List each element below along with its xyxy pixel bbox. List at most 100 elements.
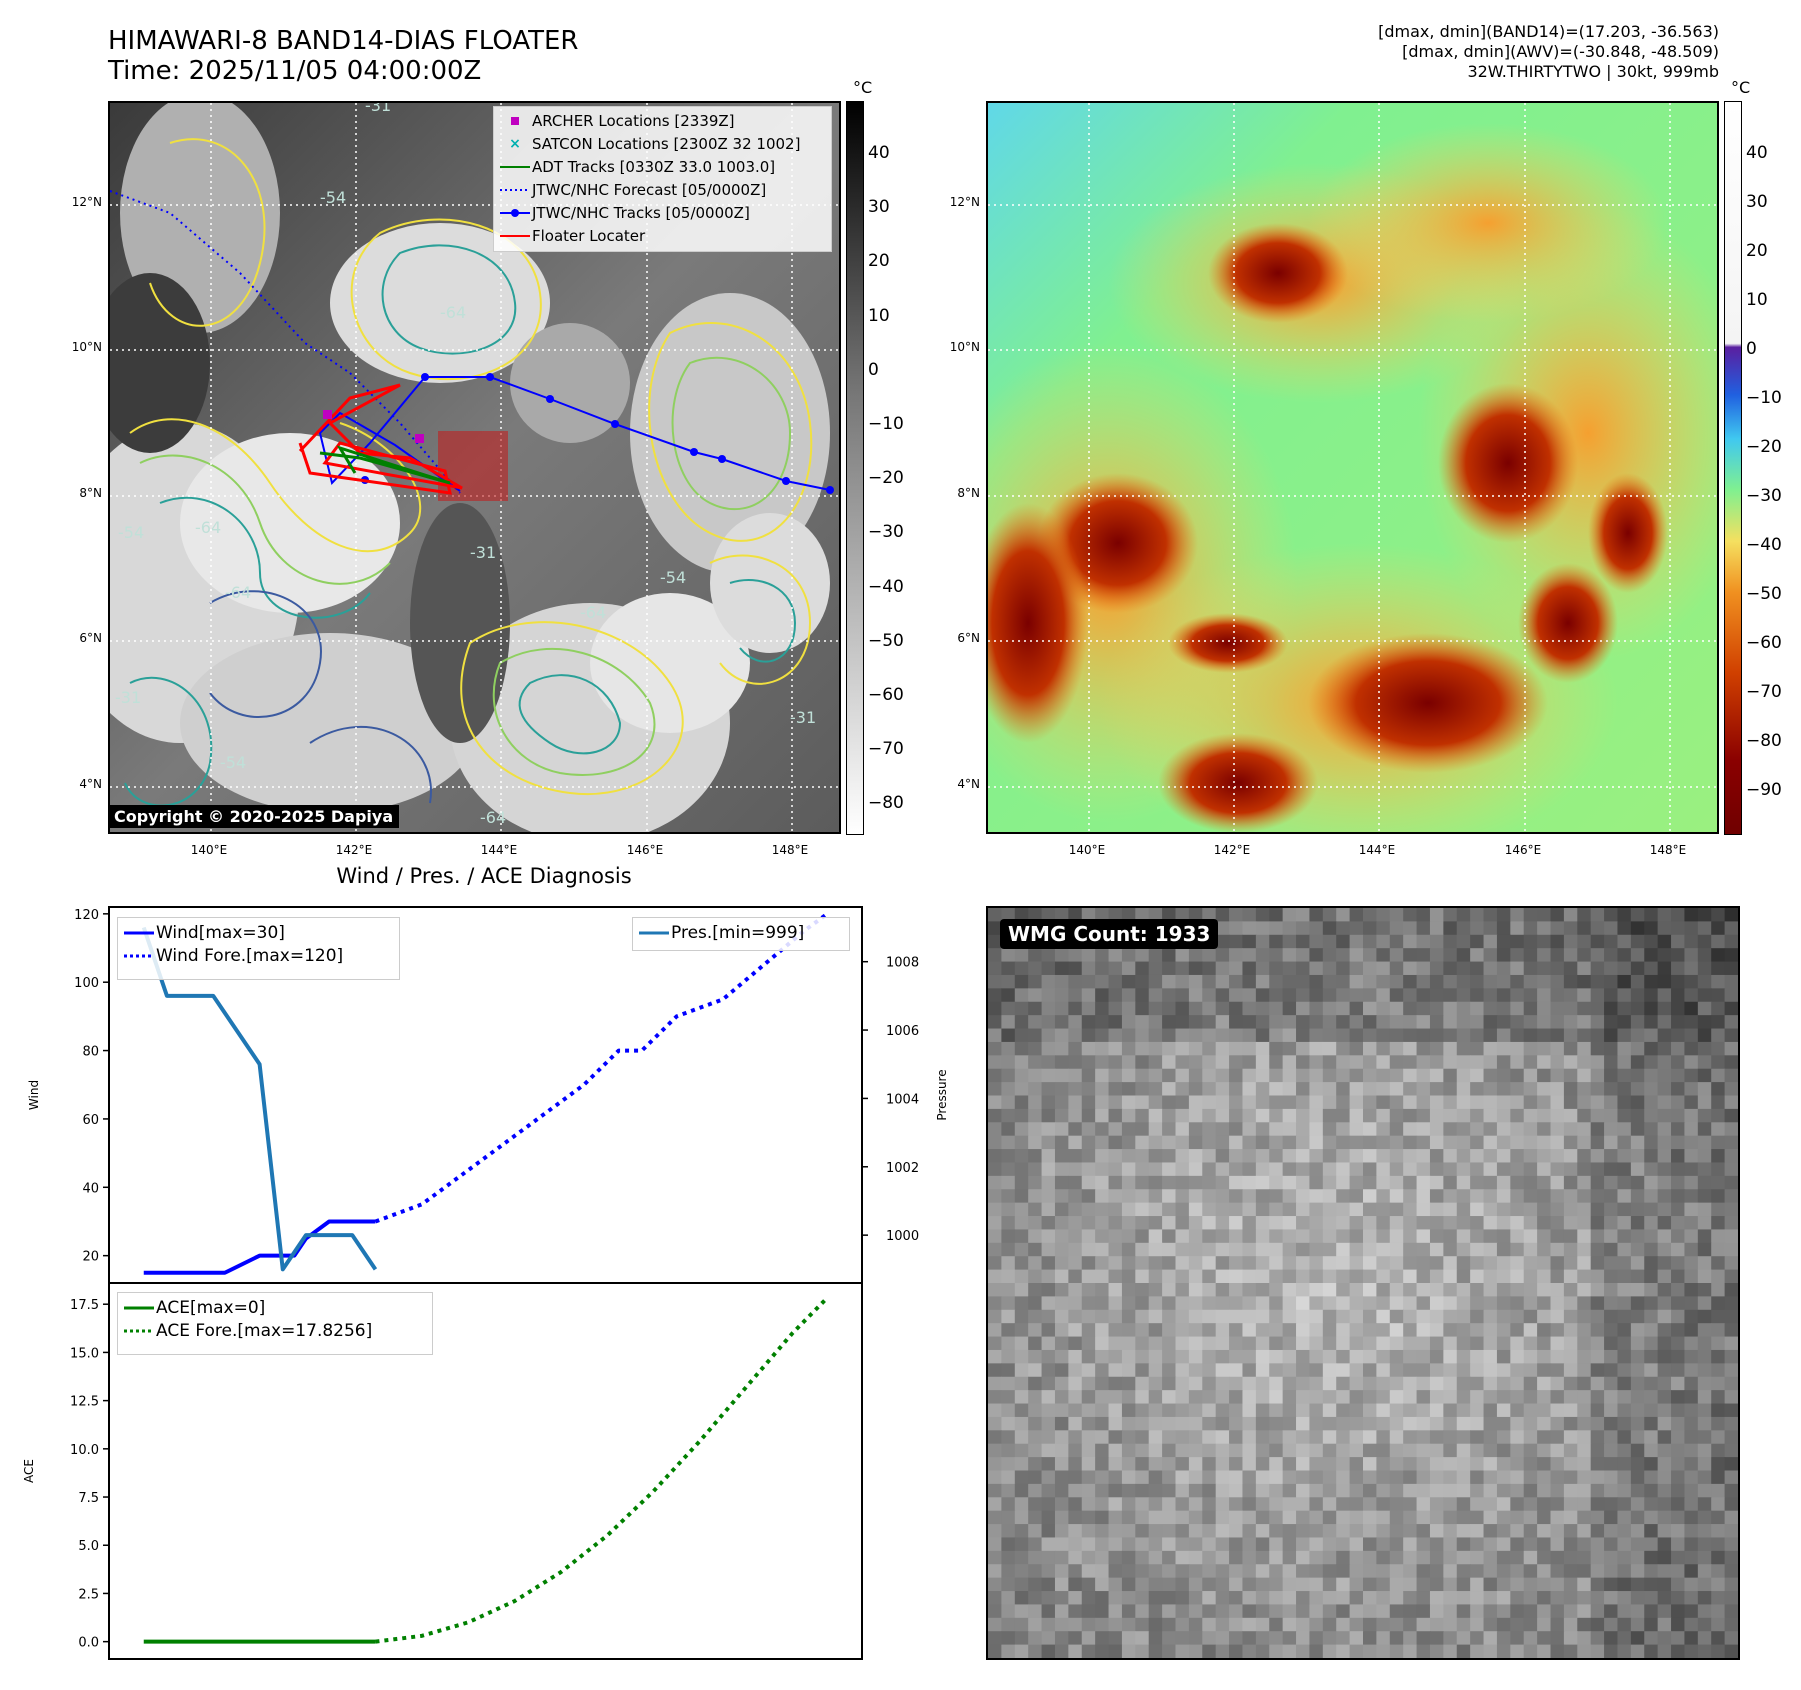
awv-map-svg (988, 103, 1717, 832)
contour-labels: -31 -54 -64 -54 -64 -31 -64 -54 -64 -31 … (115, 103, 816, 827)
line-swatch-icon (124, 931, 154, 934)
line-dot-icon (500, 208, 530, 217)
x-mark-icon: × (509, 135, 521, 152)
line-swatch-icon (500, 234, 530, 237)
colorbar-tick-label: −10 (1746, 388, 1782, 408)
colorbar-tick-label: −60 (868, 685, 904, 705)
wind-legend: Wind[max=30] Wind Fore.[max=120] (117, 917, 400, 980)
legend-label: ARCHER Locations [2339Z] (532, 111, 735, 130)
stats-storm: 32W.THIRTYTWO | 30kt, 999mb (1467, 62, 1719, 81)
y2-tick-label: 1000 (886, 1229, 919, 1244)
lon-tick-label: 144°E (1358, 843, 1396, 857)
legend-label: JTWC/NHC Tracks [05/0000Z] (532, 203, 750, 222)
graticule (988, 103, 1717, 832)
y-tick-label: 20 (82, 1250, 99, 1265)
contour-label: -31 (115, 688, 141, 707)
left-colorbar-unit: °C (853, 78, 873, 97)
colorbar-tick-label: −80 (868, 793, 904, 814)
colorbar-tick-label: −40 (1746, 535, 1782, 555)
lon-tick-label: 146°E (1504, 843, 1542, 857)
colorbar-tick-label: −30 (1746, 486, 1782, 506)
lat-tick-label: 6°N (957, 631, 980, 645)
wmg-cells (988, 908, 1738, 1658)
colorbar-tick-label: −70 (868, 739, 904, 760)
colorbar-tick-label: −20 (868, 468, 904, 489)
y-tick-label: 2.5 (78, 1587, 99, 1602)
pres-legend: Pres.[min=999] (632, 917, 850, 951)
lat-tick-label: 6°N (79, 631, 102, 645)
lon-tick-label: 148°E (771, 843, 809, 857)
legend-label: Wind[max=30] (156, 922, 285, 943)
contour-label: -31 (470, 543, 496, 562)
lat-tick-label: 12°N (949, 195, 980, 209)
lon-tick-label: 142°E (1213, 843, 1251, 857)
colorbar-tick-label: −50 (868, 630, 904, 651)
lat-tick-label: 12°N (71, 195, 102, 209)
legend-item-pres: Pres.[min=999] (637, 921, 845, 944)
diag-charts: 20 40 60 80 100 120 1000 1002 1004 1006 1008 0.0 2.5… (22, 906, 949, 1660)
ace-frame (108, 1282, 863, 1660)
legend-item-floater: Floater Locater (498, 224, 827, 247)
stats-awv: [dmax, dmin](AWV)=(-30.848, -48.509) (1402, 42, 1719, 61)
legend-item-ace: ACE[max=0] (122, 1296, 428, 1319)
legend-item-jtwc-forecast: JTWC/NHC Forecast [05/0000Z] (498, 178, 827, 201)
lat-tick-label: 8°N (957, 486, 980, 500)
left-colorbar (846, 101, 864, 835)
contour-label: -54 (320, 188, 346, 207)
lon-tick-label: 140°E (1068, 843, 1106, 857)
colorbar-tick-label: 10 (1746, 290, 1768, 310)
contour-label: -31 (365, 103, 391, 115)
legend-label: Wind Fore.[max=120] (156, 945, 344, 966)
y-tick-label: 10.0 (70, 1443, 99, 1458)
legend-item-jtwc-tracks: JTWC/NHC Tracks [05/0000Z] (498, 201, 827, 224)
legend-item-archer: ARCHER Locations [2339Z] (498, 109, 827, 132)
series-line (141, 926, 378, 1272)
dotted-line-icon (124, 954, 154, 957)
awv-color-map (986, 101, 1719, 834)
colorbar-tick-label: −30 (868, 522, 904, 543)
jtwc-forecast-track (110, 190, 351, 374)
y2-tick-label: 1006 (886, 1024, 919, 1039)
contour-label: -64 (580, 603, 606, 622)
lon-tick-label: 146°E (626, 843, 664, 857)
legend-item-wind-fore: Wind Fore.[max=120] (122, 944, 395, 967)
ace-axis-label: ACE (22, 1459, 36, 1483)
y-tick-label: 120 (74, 908, 99, 923)
lat-tick-label: 4°N (79, 777, 102, 791)
ace-legend: ACE[max=0] ACE Fore.[max=17.8256] (117, 1292, 433, 1355)
colorbar-tick-label: −60 (1746, 633, 1782, 653)
title-line-2: Time: 2025/11/05 04:00:00Z (108, 56, 482, 86)
legend-item-ace-fore: ACE Fore.[max=17.8256] (122, 1319, 428, 1342)
contours (124, 138, 813, 807)
colorbar-tick-label: 40 (1746, 143, 1768, 163)
legend-label: Floater Locater (532, 226, 646, 245)
colorbar-tick-label: −40 (868, 576, 904, 597)
right-colorbar (1724, 101, 1742, 835)
wmg-panel (986, 906, 1740, 1660)
chart-title: HIMAWARI-8 BAND14-DIAS FLOATER Time: 2025… (108, 26, 578, 86)
y-tick-label: 5.0 (78, 1539, 99, 1554)
colorbar-tick-label: 0 (868, 359, 879, 380)
wmg-count-badge: WMG Count: 1933 (1000, 919, 1219, 949)
lon-tick-label: 142°E (335, 843, 373, 857)
contour-label: -64 (440, 303, 466, 322)
floater-locater-track (298, 383, 463, 495)
series-line (143, 1219, 376, 1275)
series-line (375, 1296, 829, 1644)
diag-title: Wind / Pres. / ACE Diagnosis (336, 864, 632, 888)
copyright-badge: Copyright © 2020-2025 Dapiya (108, 805, 400, 828)
stats-band14: [dmax, dmin](BAND14)=(17.203, -36.563) (1378, 22, 1719, 41)
y-tick-label: 12.5 (70, 1395, 99, 1410)
lon-tick-label: 140°E (190, 843, 228, 857)
stats-block: [dmax, dmin](BAND14)=(17.203, -36.563) [… (1378, 22, 1719, 82)
lon-tick-label: 148°E (1649, 843, 1687, 857)
lon-tick-label: 144°E (480, 843, 518, 857)
line-swatch-icon (500, 165, 530, 168)
cloud-masses (110, 103, 830, 832)
legend-label: ACE[max=0] (156, 1297, 266, 1318)
colorbar-tick-label: −20 (1746, 437, 1782, 457)
lat-tick-label: 8°N (79, 486, 102, 500)
colorbar-tick-label: 0 (1746, 339, 1757, 359)
line-swatch-icon (124, 1306, 154, 1309)
legend-label: Pres.[min=999] (671, 922, 805, 943)
